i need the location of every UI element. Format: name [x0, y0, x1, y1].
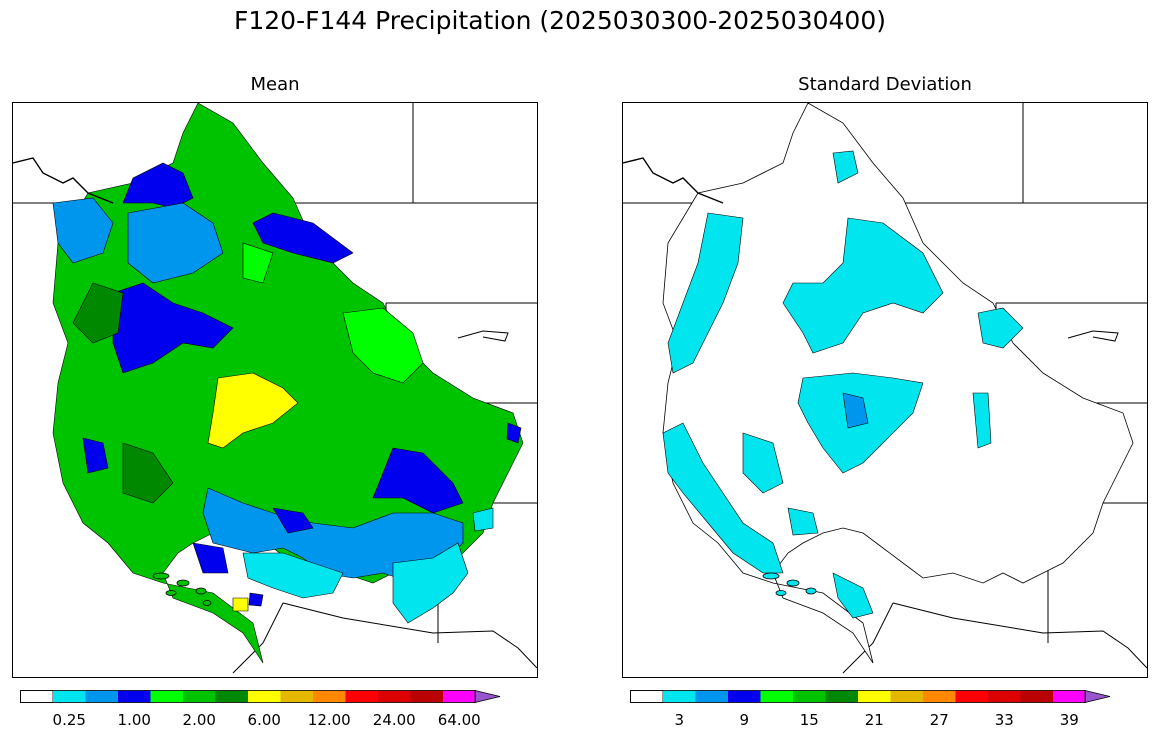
mean-colorbar-swatch: [378, 690, 411, 703]
mean-colorbar-tick-label: 64.00: [437, 711, 481, 729]
stddev-colorbar-swatch: [1020, 690, 1053, 703]
mean-colorbar-swatch: [345, 690, 378, 703]
mean-colorbar-outline: [20, 690, 476, 703]
mean-colorbar-swatch: [150, 690, 183, 703]
stddev-colorbar-swatch: [890, 690, 923, 703]
mean-colorbar-swatch: [248, 690, 281, 703]
stddev-colorbar-extend-arrow: [1084, 690, 1111, 704]
stddev-colorbar-swatch: [793, 690, 826, 703]
stddev-colorbar-swatch: [955, 690, 988, 703]
mean-colorbar-swatch: [118, 690, 151, 703]
stddev-colorbar-swatch: [760, 690, 793, 703]
stddev-islands: [762, 572, 817, 596]
mean-colorbar-swatch: [410, 690, 443, 703]
stddev-colorbar-tick-label: 39: [1059, 711, 1079, 729]
stddev-map: [622, 102, 1148, 678]
stddev-colorbar-swatch: [1053, 690, 1086, 703]
mean-colorbar-swatch: [443, 690, 476, 703]
stddev-colorbar-tick-label: 27: [929, 711, 949, 729]
stddev-colorbar-swatch: [923, 690, 956, 703]
stddev-colorbar-tick-label: 33: [994, 711, 1014, 729]
stddev-colorbar-swatch: [858, 690, 891, 703]
stddev-colorbar-swatch: [663, 690, 696, 703]
stddev-colorbar-swatch: [825, 690, 858, 703]
mean-colorbar-tick-label: 2.00: [182, 711, 216, 729]
mean-islands: [152, 572, 212, 606]
mean-colorbar: [20, 690, 501, 704]
mean-colorbar-swatch: [280, 690, 313, 703]
mean-coastline: [13, 157, 114, 204]
stddev-colorbar-swatch: [630, 690, 664, 703]
stddev-colorbar-swatch: [695, 690, 728, 703]
mean-colorbar-swatch: [85, 690, 118, 703]
stddev-colorbar-tick-label: 3: [674, 711, 685, 729]
mean-colorbar-tick-label: 6.00: [247, 711, 281, 729]
stddev-colorbar-tick-label: 15: [799, 711, 819, 729]
stddev-colorbar-swatch: [728, 690, 761, 703]
figure-title: F120-F144 Precipitation (2025030300-2025…: [233, 6, 886, 35]
stddev-basins: [662, 150, 1024, 619]
stddev-panel-title: Standard Deviation: [798, 74, 972, 95]
mean-colorbar-extend-arrow: [474, 690, 501, 704]
stddev-coastline: [623, 157, 724, 204]
mean-colorbar-tick-label: 0.25: [52, 711, 86, 729]
stddev-map-svg: [623, 103, 1147, 674]
mean-colorbar-swatch: [215, 690, 248, 703]
stddev-colorbar-tick-label: 9: [739, 711, 750, 729]
mean-colorbar-swatch: [313, 690, 346, 703]
mean-colorbar-swatch: [53, 690, 86, 703]
stddev-colorbar: [630, 690, 1111, 704]
mean-map: [12, 102, 538, 678]
mean-map-svg: [13, 103, 537, 674]
mean-colorbar-tick-label: 24.00: [372, 711, 416, 729]
stddev-colorbar-tick-label: 21: [864, 711, 884, 729]
stddev-colorbar-outline: [630, 690, 1086, 703]
mean-panel-title: Mean: [250, 74, 300, 95]
mean-colorbar-swatch: [183, 690, 216, 703]
mean-colorbar-tick-label: 1.00: [117, 711, 151, 729]
mean-colorbar-tick-label: 12.00: [307, 711, 351, 729]
mean-basins: [52, 103, 524, 664]
stddev-colorbar-swatch: [988, 690, 1021, 703]
mean-colorbar-swatch: [20, 690, 54, 703]
